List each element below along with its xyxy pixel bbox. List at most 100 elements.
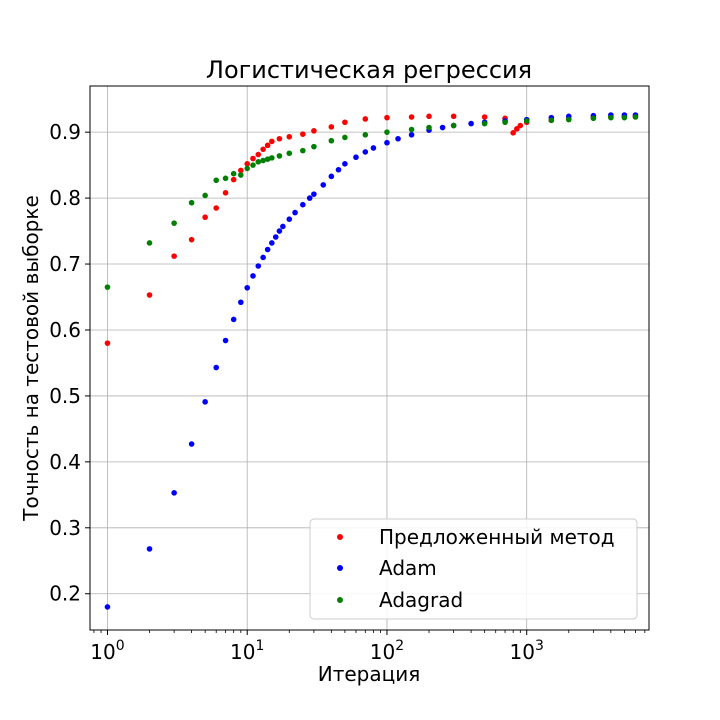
data-point [481, 120, 488, 127]
data-point [104, 340, 111, 346]
data-point [292, 209, 298, 216]
data-point [342, 119, 348, 126]
data-point [230, 170, 237, 177]
data-point [188, 199, 195, 206]
data-point [104, 284, 111, 290]
data-point [280, 223, 286, 230]
data-point [481, 114, 488, 120]
data-point [306, 195, 313, 201]
y-tick-label: 0.7 [49, 252, 81, 276]
data-point [244, 161, 251, 167]
data-point [188, 441, 195, 447]
data-point [146, 240, 153, 246]
data-point [213, 205, 220, 211]
data-point [342, 134, 348, 141]
chart-title: Логистическая регрессия [206, 56, 532, 84]
data-point [300, 201, 306, 208]
data-point [250, 155, 256, 162]
data-point [222, 190, 229, 196]
legend-marker-proposed [337, 534, 343, 540]
data-point [260, 157, 266, 164]
y-tick-label: 0.2 [49, 582, 81, 606]
y-tick-label: 0.4 [49, 450, 81, 474]
data-point [370, 145, 377, 151]
data-point [171, 253, 177, 259]
y-axis-label: Точность на тестовой выборке [19, 195, 43, 522]
data-point [202, 399, 208, 405]
data-point [426, 124, 432, 131]
x-tick-label: 103 [510, 638, 544, 664]
data-point [146, 292, 153, 298]
data-point [300, 131, 306, 137]
data-point [408, 114, 415, 120]
data-point [272, 234, 279, 240]
y-tick-label: 0.8 [49, 186, 81, 210]
data-point [255, 159, 262, 165]
data-point [384, 139, 390, 146]
data-point [517, 122, 524, 129]
y-tick-label: 0.5 [49, 384, 81, 408]
data-point [202, 214, 208, 221]
data-point [286, 133, 293, 140]
data-point [255, 151, 262, 158]
data-point [230, 176, 237, 183]
y-tick-label: 0.6 [49, 318, 81, 342]
data-point [202, 192, 208, 199]
data-point [213, 177, 220, 184]
data-point [384, 114, 390, 121]
data-point [300, 147, 306, 154]
data-point [328, 124, 335, 130]
x-tick-label: 100 [90, 638, 124, 664]
data-point [632, 114, 639, 120]
data-point [408, 132, 415, 138]
legend-label-proposed: Предложенный метод [379, 525, 615, 549]
data-point [510, 130, 516, 136]
data-point [238, 167, 244, 174]
data-point [311, 143, 317, 150]
data-point [590, 115, 597, 122]
plot-frame [89, 85, 650, 631]
data-point [353, 154, 359, 161]
x-axis-label: Итерация [318, 662, 421, 686]
data-point [276, 228, 283, 234]
data-point [188, 236, 195, 243]
data-point [244, 165, 251, 172]
data-point [238, 172, 244, 178]
legend-label-adagrad: Adagrad [379, 588, 463, 612]
data-point [171, 220, 177, 226]
legend-marker-adam [337, 565, 343, 571]
data-point [384, 129, 390, 135]
data-point [335, 166, 342, 173]
data-point [286, 216, 293, 222]
data-point [320, 182, 327, 188]
data-point [548, 117, 555, 124]
data-point [276, 135, 283, 142]
data-point [523, 118, 530, 124]
data-point [450, 122, 457, 129]
data-point [250, 162, 256, 168]
data-point [269, 155, 275, 161]
legend-label-adam: Adam [379, 556, 437, 580]
data-point [269, 138, 275, 145]
data-point [264, 142, 271, 149]
data-points [104, 112, 639, 610]
y-tick-label: 0.9 [49, 120, 81, 144]
data-point [608, 114, 614, 121]
legend-marker-adagrad [337, 597, 343, 603]
data-point [171, 490, 177, 496]
data-point [514, 126, 520, 132]
data-point [621, 114, 628, 121]
data-point [222, 337, 229, 344]
data-point [311, 128, 317, 134]
data-point [502, 119, 508, 126]
data-point [450, 113, 457, 120]
data-point [255, 263, 262, 269]
x-tick-label: 102 [370, 638, 404, 664]
data-point [426, 113, 432, 120]
data-point [222, 175, 229, 182]
data-point [146, 546, 153, 552]
data-point [408, 126, 415, 133]
data-point [342, 161, 348, 167]
data-point [264, 246, 271, 253]
